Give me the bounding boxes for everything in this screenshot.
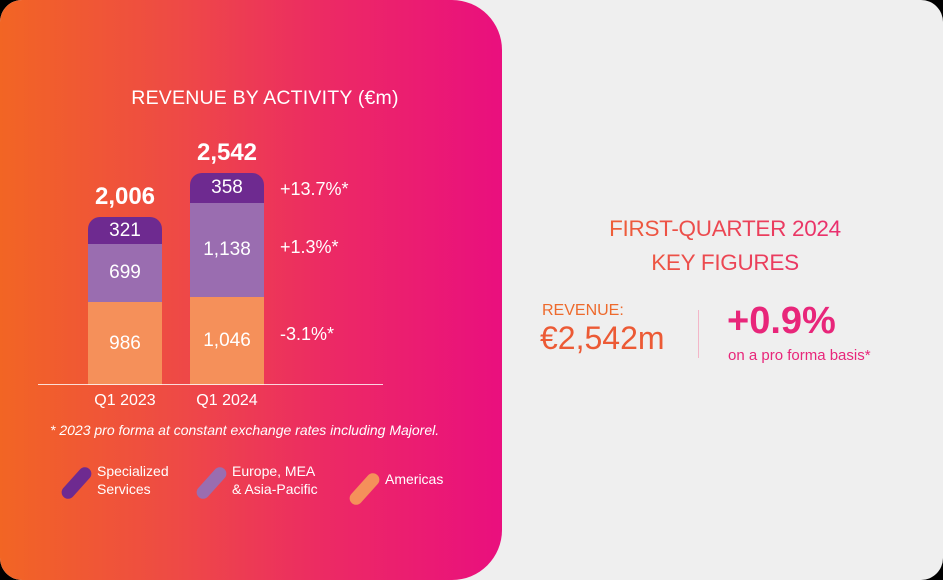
bar-q1-2023: 321 699 986 — [88, 217, 162, 385]
segment-specialized-services: 321 — [88, 217, 162, 244]
growth-caption: on a pro forma basis* — [728, 347, 871, 364]
legend-specialized-services: Specialized Services — [58, 462, 169, 502]
segment-americas: 1,046 — [190, 297, 264, 385]
segment-europe-mea-apac: 1,138 — [190, 203, 264, 297]
growth-value: +0.9% — [727, 300, 836, 342]
legend-americas: Americas — [346, 468, 444, 508]
x-label-q1-2024: Q1 2024 — [196, 392, 258, 409]
revenue-label: REVENUE: — [542, 302, 624, 319]
growth-specialized-services: +13.7%* — [280, 179, 349, 199]
growth-europe-mea-apac: +1.3%* — [280, 237, 339, 257]
legend-swatch-icon — [58, 464, 95, 502]
total-q1-2024: 2,542 — [196, 139, 258, 166]
key-figures-title: FIRST-QUARTER 2024 KEY FIGURES — [555, 212, 895, 280]
title-line-1: FIRST-QUARTER 2024 — [609, 216, 841, 241]
x-label-q1-2023: Q1 2023 — [94, 392, 156, 409]
divider — [698, 310, 699, 358]
segment-americas: 986 — [88, 302, 162, 385]
legend-label: Specialized Services — [97, 463, 169, 497]
legend-europe-mea-apac: Europe, MEA & Asia-Pacific — [193, 462, 318, 502]
footnote: * 2023 pro forma at constant exchange ra… — [50, 422, 440, 438]
chart-title: REVENUE BY ACTIVITY (€m) — [131, 87, 399, 109]
legend-label: Americas — [385, 471, 444, 487]
revenue-chart-panel: REVENUE BY ACTIVITY (€m) 2,006 321 699 9… — [0, 0, 502, 580]
x-axis-line — [38, 384, 383, 385]
bar-q1-2024: 358 1,138 1,046 — [190, 173, 264, 385]
revenue-value: €2,542m — [540, 320, 665, 356]
segment-europe-mea-apac: 699 — [88, 244, 162, 302]
legend-label: Europe, MEA & Asia-Pacific — [232, 463, 318, 497]
growth-americas: -3.1%* — [280, 324, 335, 344]
legend-swatch-icon — [193, 464, 230, 502]
legend-swatch-icon — [346, 470, 383, 508]
segment-specialized-services: 358 — [190, 173, 264, 203]
title-line-2: KEY FIGURES — [651, 250, 799, 275]
total-q1-2023: 2,006 — [94, 183, 156, 210]
